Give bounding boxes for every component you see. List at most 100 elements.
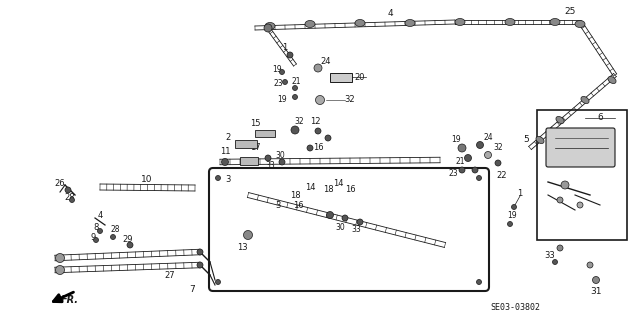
Ellipse shape — [575, 20, 585, 27]
Text: 14: 14 — [333, 179, 343, 188]
Circle shape — [197, 262, 203, 268]
Circle shape — [593, 277, 600, 284]
Text: 1: 1 — [282, 42, 287, 51]
Text: 3: 3 — [275, 201, 281, 210]
Text: 33: 33 — [265, 160, 275, 169]
Circle shape — [315, 128, 321, 134]
Circle shape — [291, 126, 299, 134]
Circle shape — [342, 215, 348, 221]
Circle shape — [282, 79, 287, 85]
Text: 23: 23 — [448, 168, 458, 177]
Circle shape — [477, 175, 481, 181]
Circle shape — [65, 187, 71, 193]
Text: 33: 33 — [545, 250, 556, 259]
Circle shape — [287, 52, 293, 58]
Text: 16: 16 — [292, 201, 303, 210]
Ellipse shape — [581, 96, 589, 104]
Circle shape — [264, 24, 272, 32]
Circle shape — [111, 234, 115, 240]
Circle shape — [458, 144, 466, 152]
Text: 7: 7 — [189, 286, 195, 294]
Ellipse shape — [556, 116, 564, 123]
Text: 28: 28 — [110, 226, 120, 234]
Text: 19: 19 — [507, 211, 517, 219]
Text: 30: 30 — [275, 151, 285, 160]
Text: 33: 33 — [351, 226, 361, 234]
Circle shape — [56, 265, 65, 275]
Bar — [255, 130, 275, 137]
Ellipse shape — [455, 19, 465, 26]
Circle shape — [557, 197, 563, 203]
Circle shape — [265, 155, 271, 161]
Circle shape — [243, 231, 253, 240]
Ellipse shape — [608, 77, 616, 84]
Text: 32: 32 — [345, 95, 355, 105]
Circle shape — [477, 142, 483, 149]
Text: 16: 16 — [313, 143, 323, 152]
Text: 21: 21 — [455, 158, 465, 167]
Text: 32: 32 — [294, 117, 304, 127]
Text: 6: 6 — [597, 114, 603, 122]
Circle shape — [472, 167, 478, 173]
Text: 31: 31 — [590, 287, 602, 296]
Text: SE03-03802: SE03-03802 — [490, 303, 540, 313]
Circle shape — [557, 245, 563, 251]
Text: 16: 16 — [345, 186, 355, 195]
Circle shape — [587, 262, 593, 268]
Circle shape — [459, 167, 465, 173]
Text: 30: 30 — [335, 224, 345, 233]
Text: 3: 3 — [225, 175, 230, 184]
Text: 8: 8 — [93, 222, 99, 232]
Circle shape — [326, 211, 333, 219]
Ellipse shape — [265, 23, 275, 29]
Ellipse shape — [305, 20, 315, 27]
Ellipse shape — [550, 19, 560, 26]
Text: 18: 18 — [323, 186, 333, 195]
Text: 4: 4 — [97, 211, 102, 219]
Text: 29: 29 — [123, 235, 133, 244]
Text: 15: 15 — [250, 120, 260, 129]
Circle shape — [552, 259, 557, 264]
Circle shape — [577, 202, 583, 208]
Text: 22: 22 — [497, 170, 508, 180]
Text: 12: 12 — [310, 117, 320, 127]
Bar — [330, 73, 352, 82]
Circle shape — [465, 154, 472, 161]
Circle shape — [484, 152, 492, 159]
Circle shape — [314, 64, 322, 72]
Ellipse shape — [505, 19, 515, 26]
Text: FR.: FR. — [61, 295, 79, 305]
Text: 5: 5 — [523, 136, 529, 145]
Text: 19: 19 — [451, 136, 461, 145]
Circle shape — [307, 145, 313, 151]
Circle shape — [495, 160, 501, 166]
Text: 24: 24 — [321, 57, 332, 66]
Text: 25: 25 — [564, 8, 576, 17]
Circle shape — [561, 181, 569, 189]
Circle shape — [477, 279, 481, 285]
Ellipse shape — [405, 19, 415, 26]
Text: 13: 13 — [237, 243, 247, 253]
Text: 24: 24 — [483, 133, 493, 143]
Circle shape — [508, 221, 513, 226]
Circle shape — [357, 219, 363, 225]
Circle shape — [93, 238, 99, 242]
Text: 21: 21 — [291, 77, 301, 85]
Text: 14: 14 — [305, 183, 316, 192]
Text: 9: 9 — [90, 233, 95, 241]
Ellipse shape — [536, 137, 544, 144]
Circle shape — [127, 242, 133, 248]
Circle shape — [216, 279, 221, 285]
Circle shape — [70, 197, 74, 203]
Bar — [240, 157, 258, 165]
Circle shape — [316, 95, 324, 105]
Circle shape — [216, 175, 221, 181]
Text: 19: 19 — [272, 65, 282, 75]
Circle shape — [56, 254, 65, 263]
Text: 19: 19 — [277, 94, 287, 103]
Text: 23: 23 — [273, 78, 283, 87]
FancyBboxPatch shape — [546, 128, 615, 167]
Text: 18: 18 — [290, 190, 300, 199]
Text: 10: 10 — [141, 174, 153, 183]
Text: 20: 20 — [355, 72, 365, 81]
